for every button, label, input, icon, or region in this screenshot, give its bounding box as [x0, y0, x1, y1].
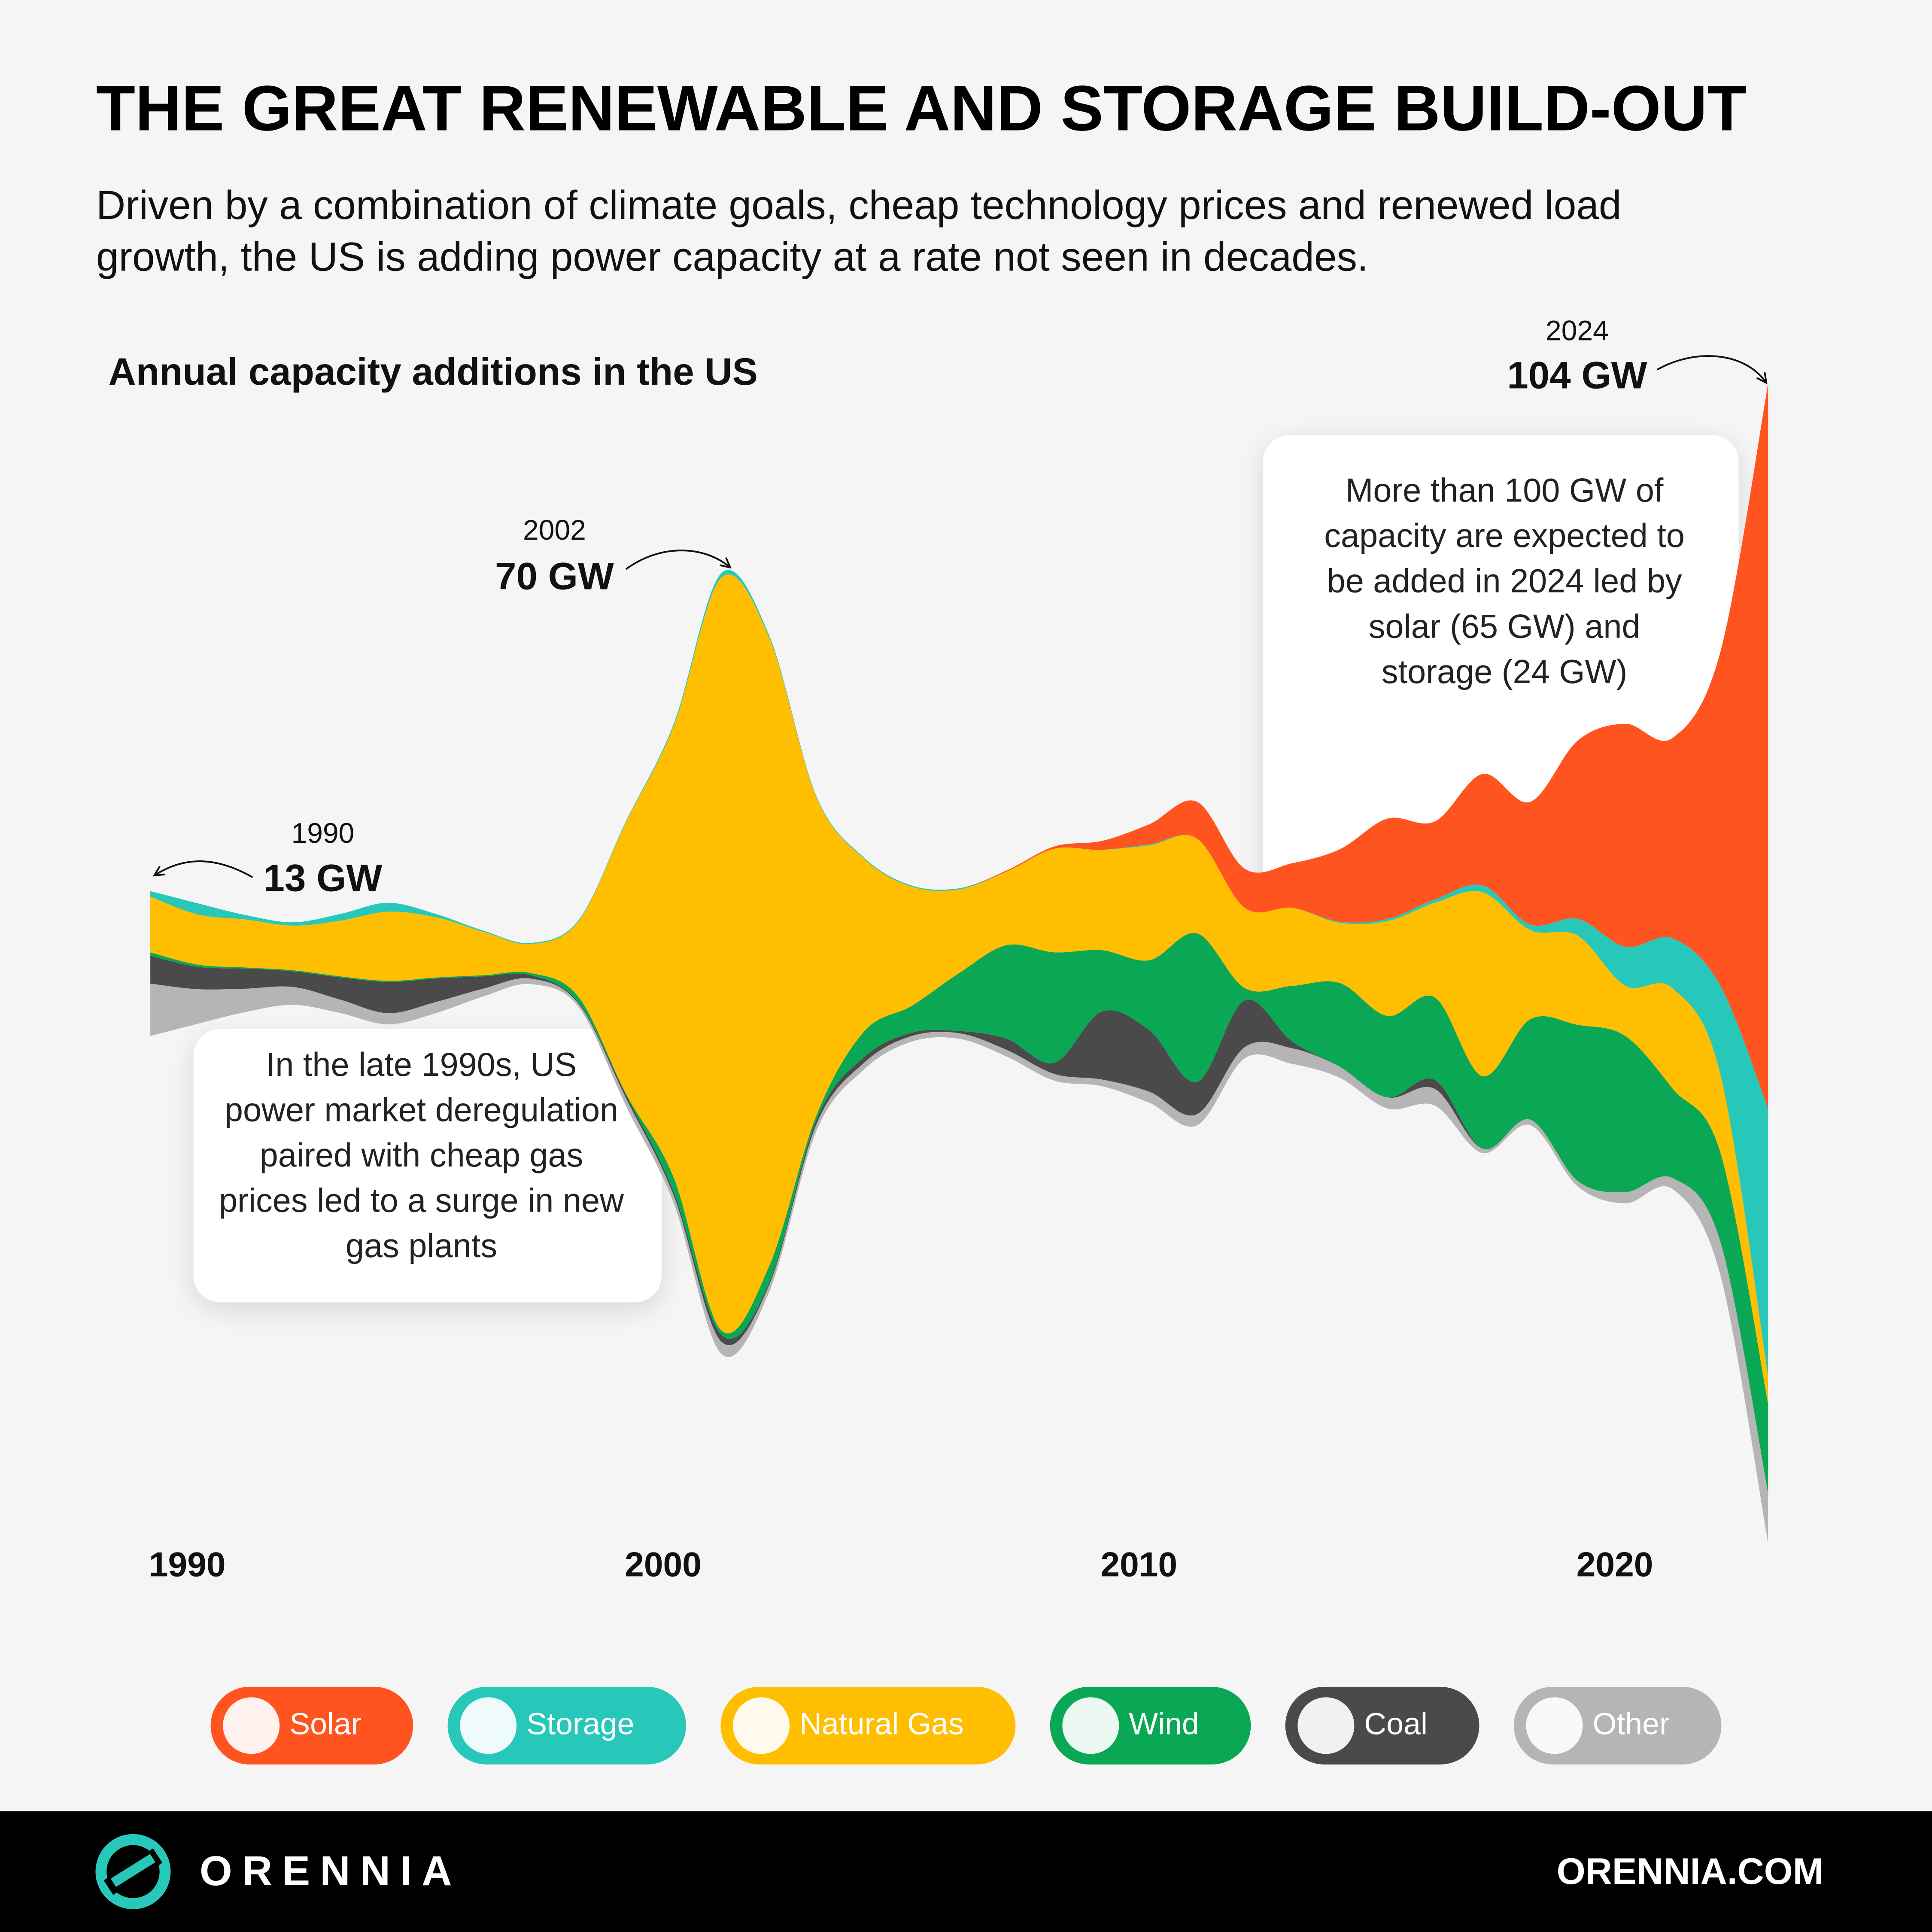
note-text: In the late 1990s, US [266, 1046, 577, 1083]
legend-label: Other [1593, 1707, 1670, 1741]
stream [150, 383, 1768, 1543]
note-text: be added in 2024 led by [1327, 563, 1682, 600]
note-text: gas plants [346, 1227, 497, 1264]
note-text: prices led to a surge in new [219, 1182, 624, 1219]
brand: ORENNIA [200, 1847, 462, 1894]
legend-label: Solar [289, 1707, 361, 1741]
legend-icon [223, 1697, 280, 1754]
legend-item: Storage [447, 1686, 687, 1765]
x-tick-label: 1990 [149, 1546, 226, 1584]
footer [0, 1811, 1932, 1932]
note-box [193, 1029, 662, 1303]
legend-icon [1297, 1697, 1355, 1754]
url: ORENNIA.COM [1557, 1851, 1824, 1892]
legend-item: Wind [1050, 1686, 1251, 1765]
legend-item: Other [1513, 1686, 1722, 1765]
note-text: paired with cheap gas [260, 1137, 583, 1174]
x-tick-label: 2010 [1100, 1546, 1177, 1584]
legend-label: Natural Gas [799, 1707, 964, 1741]
x-axis: 1990 2000 2010 2020 [149, 1546, 1653, 1584]
x-tick-label: 2000 [625, 1546, 702, 1584]
subtitle: growth, the US is adding power capacity … [96, 234, 1368, 280]
legend-icon [1526, 1697, 1583, 1754]
arrow [1657, 355, 1766, 382]
legend-icon [733, 1697, 790, 1754]
annotation-value: 70 GW [495, 554, 614, 597]
legend-pill [720, 1686, 1016, 1765]
note-text: solar (65 GW) and [1369, 608, 1640, 645]
legend-label: Coal [1364, 1707, 1428, 1741]
stream-area [150, 933, 1768, 1493]
logo-bar [110, 1854, 155, 1887]
annotation-year: 2002 [523, 514, 586, 546]
legend-label: Storage [526, 1707, 634, 1741]
arrow [625, 550, 729, 570]
title: THE GREAT RENEWABLE AND STORAGE BUILD-OU… [96, 72, 1747, 144]
subtitle: Driven by a combination of climate goals… [96, 182, 1622, 228]
x-tick-label: 2020 [1577, 1546, 1653, 1584]
legend-item: Coal [1285, 1686, 1479, 1765]
logo [95, 1834, 171, 1909]
stream-area [150, 574, 1768, 1404]
note-text: capacity are expected to [1324, 517, 1685, 554]
annotation-year: 1990 [291, 817, 354, 849]
note-text: More than 100 GW of [1346, 472, 1664, 509]
logo-ring [95, 1834, 171, 1909]
chart-subtitle: Annual capacity additions in the US [109, 350, 758, 393]
note-text: storage (24 GW) [1382, 653, 1628, 690]
annotation-value: 104 GW [1507, 354, 1647, 397]
notes: In the late 1990s, US power market deregu… [219, 472, 1685, 1264]
legend-item: Natural Gas [720, 1686, 1016, 1765]
annotation-value: 13 GW [264, 856, 383, 899]
legend-icon [1062, 1697, 1119, 1754]
arrow [155, 860, 253, 878]
legend-item: Solar [210, 1686, 413, 1765]
legend: Solar Storage Natural Gas Wind Coal Other [210, 1686, 1722, 1765]
legend-icon [460, 1697, 517, 1754]
legend-label: Wind [1129, 1707, 1199, 1741]
annotation-year: 2024 [1546, 314, 1609, 346]
note-text: power market deregulation [225, 1091, 618, 1128]
